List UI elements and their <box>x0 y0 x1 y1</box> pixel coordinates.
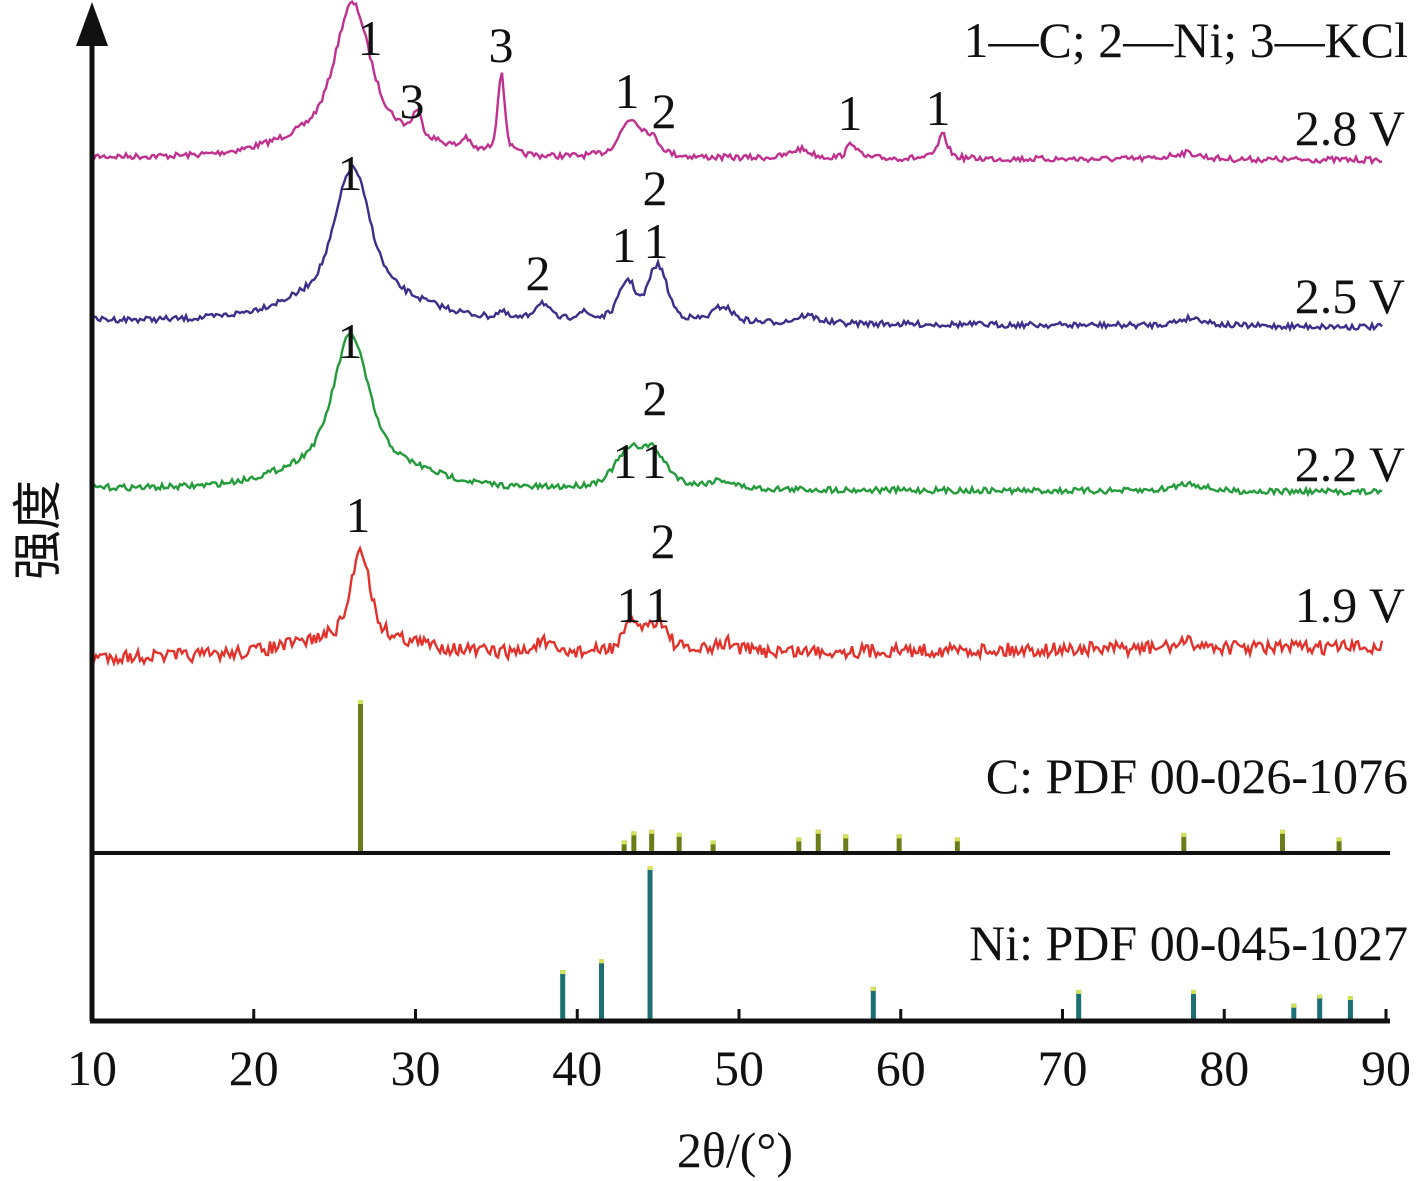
peak-index-label: 1 <box>358 10 383 66</box>
reference-stick-cap <box>621 840 627 845</box>
reference-stick <box>1336 837 1342 851</box>
reference-stick <box>631 831 637 851</box>
reference-stick <box>621 840 627 851</box>
reference-stick-cap <box>599 959 605 964</box>
reference-stick-cap <box>954 837 960 842</box>
series-voltage-label: 1.9 V <box>1295 577 1405 633</box>
diffraction-curves <box>90 0 1384 668</box>
series-voltage-label: 2.5 V <box>1295 268 1405 324</box>
reference-stick-cap <box>560 970 566 975</box>
reference-stick <box>843 834 849 851</box>
legend-text: 1—C; 2—Ni; 3—KCl <box>964 12 1408 68</box>
series-voltage-label: 2.2 V <box>1295 436 1405 492</box>
reference-stick-cap <box>1181 832 1187 837</box>
peak-index-label: 3 <box>400 73 425 129</box>
reference-stick <box>1076 989 1082 1019</box>
peak-index-label: 2 <box>652 83 677 139</box>
peak-index-label: 1 <box>346 487 371 543</box>
series-line <box>90 331 1383 498</box>
reference-stick <box>647 866 653 1019</box>
reference-stick-cap <box>676 832 682 837</box>
reference-stick <box>358 700 364 851</box>
peak-index-label: 1 <box>644 213 669 269</box>
peak-index-label: 1 <box>617 577 642 633</box>
reference-pattern-label: Ni: PDF 00-045-1027 <box>969 915 1408 971</box>
reference-stick-cap <box>1347 996 1353 1001</box>
reference-stick <box>1279 829 1285 851</box>
peak-index-label: 3 <box>489 17 514 73</box>
reference-stick <box>710 840 716 851</box>
peak-index-label: 1 <box>838 85 863 141</box>
peak-index-label: 2 <box>526 245 551 301</box>
reference-stick <box>1191 989 1197 1019</box>
peak-index-label: 1 <box>642 433 667 489</box>
reference-stick <box>1181 832 1187 851</box>
reference-stick-cap <box>649 829 655 834</box>
reference-stick-cap <box>1076 989 1082 994</box>
reference-stick <box>796 837 802 851</box>
reference-stick <box>815 829 821 851</box>
x-tick-label: 60 <box>876 1040 926 1096</box>
reference-stick <box>870 986 876 1019</box>
x-tick-label: 40 <box>552 1040 602 1096</box>
reference-stick-cap <box>710 840 716 845</box>
reference-stick-cap <box>647 866 653 870</box>
peak-index-label: 1 <box>338 313 363 369</box>
x-tick-label: 80 <box>1199 1040 1249 1096</box>
peak-index-label: 1 <box>612 217 637 273</box>
reference-stick-cap <box>843 834 849 839</box>
reference-stick-cap <box>1317 994 1323 999</box>
series-line <box>90 161 1383 333</box>
peak-index-label: 2 <box>643 370 668 426</box>
x-tick-label: 70 <box>1038 1040 1088 1096</box>
reference-stick-cap <box>1336 837 1342 842</box>
reference-pattern-label: C: PDF 00-026-1076 <box>986 748 1408 804</box>
reference-stick <box>896 834 902 851</box>
x-tick-label: 50 <box>714 1040 764 1096</box>
reference-stick <box>1347 996 1353 1019</box>
peak-index-label: 1 <box>613 433 638 489</box>
reference-stick <box>954 837 960 851</box>
x-tick-label: 90 <box>1361 1040 1411 1096</box>
peak-index-label: 1 <box>338 145 363 201</box>
reference-stick-cap <box>1279 829 1285 834</box>
reference-stick-cap <box>815 829 821 834</box>
series-line <box>91 545 1384 668</box>
series-line <box>90 0 1383 166</box>
peak-index-label: 1 <box>615 63 640 119</box>
series-voltage-label: 2.8 V <box>1295 100 1405 156</box>
x-tick-label: 10 <box>67 1040 117 1096</box>
x-tick-label: 20 <box>229 1040 279 1096</box>
peak-index-label: 1 <box>646 577 671 633</box>
reference-stick <box>1291 1003 1297 1019</box>
reference-stick-cap <box>796 837 802 842</box>
reference-stick <box>599 959 605 1019</box>
reference-stick-cap <box>358 700 364 704</box>
x-axis-ticks: 10 20 30 40 50 60 70 80 90 <box>67 1009 1411 1096</box>
x-axis-title: 2θ/(°) <box>677 1122 793 1178</box>
reference-stick-cap <box>870 986 876 991</box>
reference-stick <box>649 829 655 851</box>
reference-stick-cap <box>896 834 902 839</box>
y-axis-title: 强度 <box>10 480 66 580</box>
peak-index-label: 2 <box>651 513 676 569</box>
peak-index-label: 2 <box>643 160 668 216</box>
peak-index-label: 1 <box>926 80 951 136</box>
reference-stick-patterns <box>358 700 1353 1019</box>
reference-stick <box>676 832 682 851</box>
reference-stick <box>1317 994 1323 1019</box>
reference-stick-cap <box>1191 989 1197 994</box>
y-axis-arrow <box>76 2 108 46</box>
reference-stick-cap <box>1291 1003 1297 1008</box>
x-tick-label: 30 <box>391 1040 441 1096</box>
reference-stick <box>560 970 566 1019</box>
reference-stick-cap <box>631 831 637 836</box>
